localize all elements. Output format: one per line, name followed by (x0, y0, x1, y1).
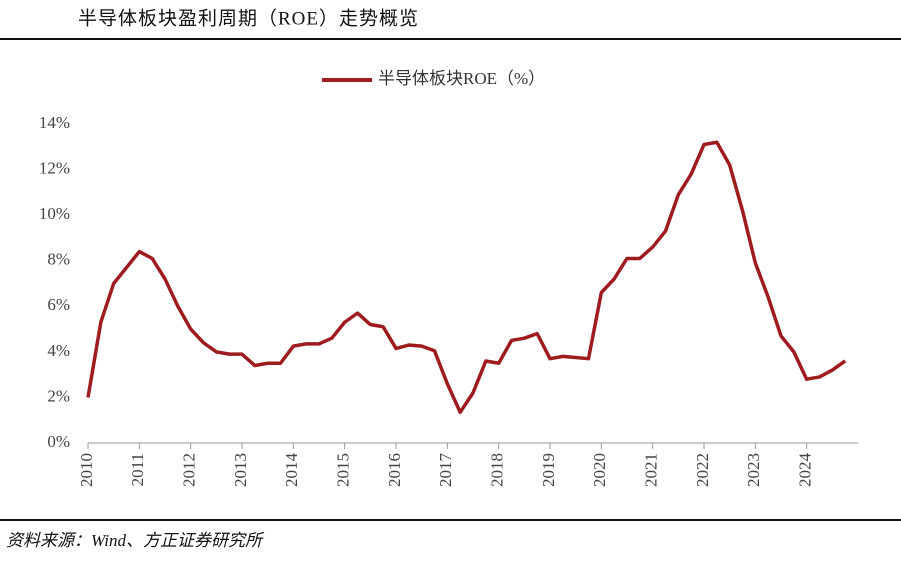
y-tick-label: 14% (39, 113, 70, 132)
y-tick-label: 0% (47, 432, 70, 451)
x-tick-label: 2016 (385, 453, 404, 487)
x-tick-label: 2018 (488, 453, 507, 487)
chart-title: 半导体板块盈利周期（ROE）走势概览 (78, 7, 419, 29)
legend-label: 半导体板块ROE（%） (378, 69, 545, 88)
x-tick-label: 2020 (590, 453, 609, 487)
x-tick-label: 2017 (436, 453, 455, 488)
x-tick-label: 2024 (796, 453, 815, 488)
x-tick-label: 2021 (642, 453, 661, 487)
y-tick-label: 2% (47, 386, 70, 405)
x-tick-label: 2010 (77, 453, 96, 487)
x-tick-label: 2011 (128, 453, 147, 486)
y-tick-label: 8% (47, 250, 70, 269)
y-tick-label: 4% (47, 341, 70, 360)
data-line (86, 140, 847, 414)
x-tick-label: 2014 (282, 453, 301, 488)
y-tick-label: 12% (39, 158, 70, 177)
x-tick-label: 2012 (180, 453, 199, 487)
x-tick-label: 2019 (539, 453, 558, 487)
y-tick-label: 10% (39, 204, 70, 223)
x-tick-label: 2022 (693, 453, 712, 487)
x-tick-label: 2023 (744, 453, 763, 487)
x-tick-label: 2015 (334, 453, 353, 487)
source-note: 资料来源：Wind、方正证券研究所 (6, 531, 265, 550)
y-tick-label: 6% (47, 295, 70, 314)
x-tick-label: 2013 (231, 453, 250, 487)
